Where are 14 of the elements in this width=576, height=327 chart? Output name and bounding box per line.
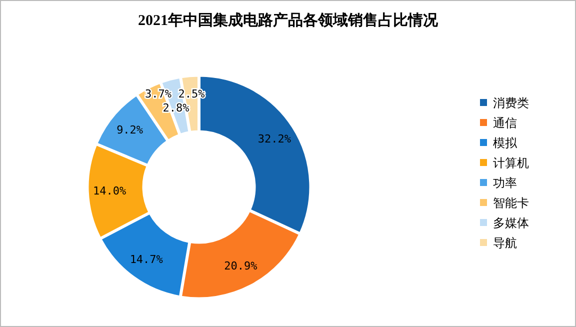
- data-label: 14.7%: [130, 252, 164, 266]
- legend-label: 模拟: [493, 136, 518, 150]
- chart-title: 2021年中国集成电路产品各领域销售占比情况: [138, 12, 439, 29]
- legend-label: 消费类: [493, 96, 529, 110]
- legend-label: 通信: [493, 116, 517, 130]
- data-label: 14.0%: [93, 184, 127, 198]
- legend-label: 智能卡: [493, 196, 529, 210]
- legend-label: 多媒体: [493, 216, 529, 230]
- legend-label: 导航: [493, 236, 517, 250]
- data-label: 9.2%: [116, 124, 144, 137]
- legend-label: 计算机: [493, 156, 529, 170]
- legend-label: 功率: [493, 176, 517, 190]
- data-label: 32.2%: [258, 132, 292, 146]
- data-label: 20.9%: [224, 260, 258, 273]
